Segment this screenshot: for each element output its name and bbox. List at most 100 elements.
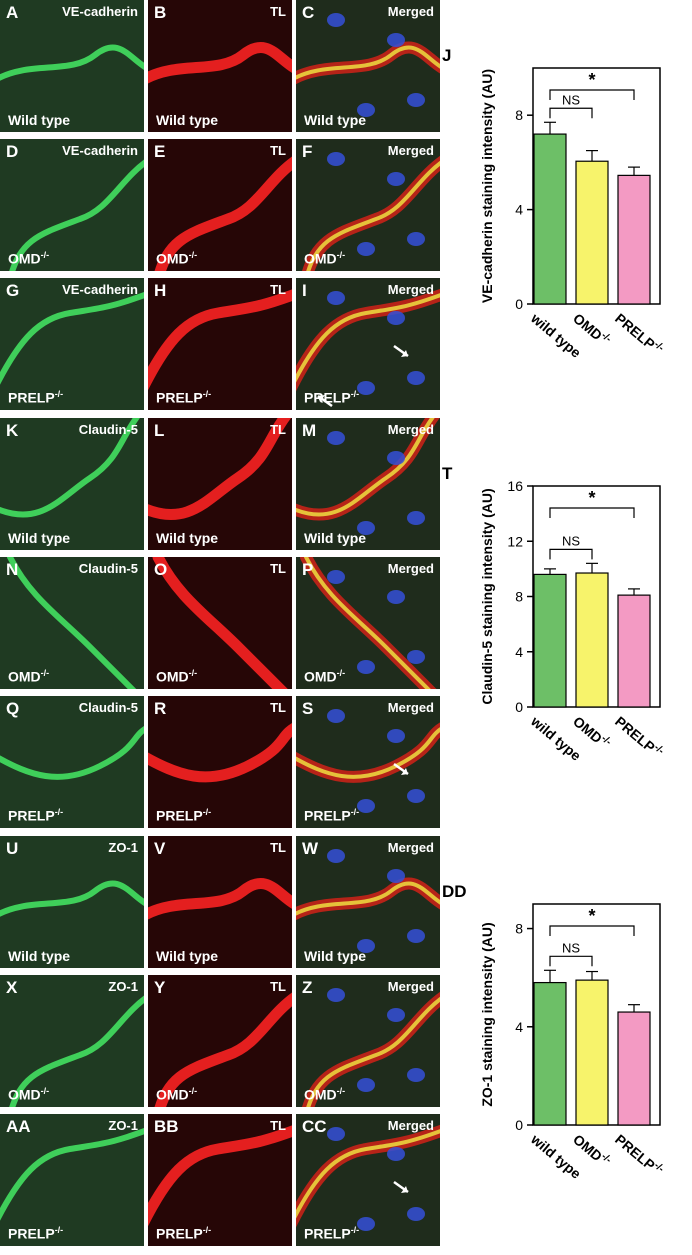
y-tick-label: 4	[515, 1019, 523, 1035]
genotype-text: OMD	[156, 251, 189, 267]
micrograph-panel: E TL OMD-/-	[148, 139, 292, 271]
panel-letter: AA	[6, 1117, 31, 1136]
nucleus-blob	[327, 431, 345, 445]
nucleus-blob	[407, 93, 425, 107]
stain-label: Merged	[387, 143, 434, 158]
panel-letter: X	[6, 978, 18, 997]
micrograph-image	[296, 0, 440, 132]
micrograph-panel: N Claudin-5 OMD-/-	[0, 557, 144, 689]
stain-label: TL	[270, 561, 286, 576]
panel-letter: A	[6, 3, 19, 22]
genotype-superscript: -/-	[40, 668, 50, 679]
stain-label: TL	[270, 143, 286, 158]
bar	[533, 573, 567, 708]
micrograph-image	[296, 836, 440, 968]
bar	[617, 594, 651, 708]
bar	[575, 160, 609, 305]
nucleus-blob	[357, 521, 375, 535]
genotype-label: Wild type	[304, 112, 366, 128]
bar	[617, 1011, 651, 1126]
genotype-label: Wild type	[156, 948, 218, 964]
micrograph-panel: V TL Wild type	[148, 836, 292, 968]
stain-label: VE-cadherin	[62, 4, 138, 19]
genotype-superscript: -/-	[350, 1225, 360, 1236]
stain-label: TL	[270, 422, 286, 437]
stain-label: Claudin-5	[78, 561, 138, 576]
genotype-label: Wild type	[8, 948, 70, 964]
genotype-text: OMD	[8, 669, 41, 685]
genotype-label: Wild type	[8, 112, 70, 128]
error-bar	[628, 588, 640, 596]
micrograph-panel: K Claudin-5 Wild type	[0, 418, 144, 550]
panel-letter: G	[6, 281, 20, 300]
chart-letter: T	[442, 464, 453, 483]
genotype-superscript: -/-	[336, 1086, 346, 1097]
nucleus-blob	[357, 1217, 375, 1231]
x-category-label: PRELP-/-	[612, 1130, 666, 1179]
stain-label: ZO-1	[108, 979, 138, 994]
stain-label: Merged	[387, 840, 434, 855]
panel-letter: V	[154, 839, 166, 858]
ns-bracket: NS	[549, 940, 593, 967]
stain-label: TL	[270, 282, 286, 297]
significance-bracket: *	[549, 70, 635, 100]
stain-label: Merged	[387, 4, 434, 19]
genotype-superscript: -/-	[336, 250, 346, 261]
genotype-label: PRELP-/-	[304, 389, 359, 406]
micrograph-panel: Z Merged OMD-/-	[296, 975, 440, 1107]
panel-letter: H	[154, 281, 167, 300]
genotype-text: Wild type	[8, 530, 71, 546]
genotype-label: OMD-/-	[8, 250, 49, 267]
genotype-superscript: -/-	[350, 389, 360, 400]
y-axis-label: ZO-1 staining intensity (AU)	[479, 922, 495, 1106]
micrograph-image	[148, 696, 292, 828]
nucleus-blob	[407, 1068, 425, 1082]
genotype-text: OMD	[304, 1087, 337, 1103]
panel-letter: BB	[154, 1117, 179, 1136]
micrograph-image	[0, 418, 144, 550]
micrograph-image	[0, 696, 144, 828]
stain-label: ZO-1	[108, 840, 138, 855]
y-axis-label: VE-cadherin staining intensity (AU)	[479, 69, 495, 303]
nucleus-blob	[357, 242, 375, 256]
nucleus-blob	[387, 172, 405, 186]
genotype-superscript: -/-	[188, 250, 198, 261]
significance-label: *	[588, 70, 595, 90]
genotype-label: OMD-/-	[8, 1086, 49, 1103]
genotype-label: PRELP-/-	[156, 389, 211, 406]
nucleus-blob	[407, 1207, 425, 1221]
stain-label: Claudin-5	[78, 422, 138, 437]
genotype-text: PRELP	[156, 808, 203, 824]
nucleus-blob	[357, 799, 375, 813]
stain-label: TL	[270, 700, 286, 715]
panel-letter: R	[154, 699, 167, 718]
panel-letter: Q	[6, 699, 20, 718]
arrow-icon	[393, 1180, 409, 1194]
nucleus-blob	[357, 1078, 375, 1092]
genotype-text: PRELP	[8, 1226, 55, 1242]
genotype-superscript: -/-	[40, 1086, 50, 1097]
ns-bracket: NS	[549, 533, 593, 560]
genotype-label: OMD-/-	[304, 668, 345, 685]
genotype-text: PRELP	[8, 390, 55, 406]
stain-label: Merged	[387, 700, 434, 715]
panel-letter: K	[6, 421, 19, 440]
micrograph-image	[296, 557, 440, 689]
micrograph-image	[0, 557, 144, 689]
nucleus-blob	[387, 1008, 405, 1022]
stain-label: Claudin-5	[78, 700, 138, 715]
significance-bracket: *	[549, 488, 635, 518]
micrograph-panel: B TL Wild type	[148, 0, 292, 132]
genotype-text: OMD	[156, 669, 189, 685]
micrograph-image	[296, 1114, 440, 1246]
genotype-text: Wild type	[304, 530, 367, 546]
micrograph-image	[296, 139, 440, 271]
nucleus-blob	[327, 291, 345, 305]
significance-bracket: *	[549, 906, 635, 936]
genotype-label: OMD-/-	[156, 668, 197, 685]
error-bar	[628, 1004, 640, 1013]
genotype-label: Wild type	[304, 530, 366, 546]
micrograph-panel: F Merged OMD-/-	[296, 139, 440, 271]
